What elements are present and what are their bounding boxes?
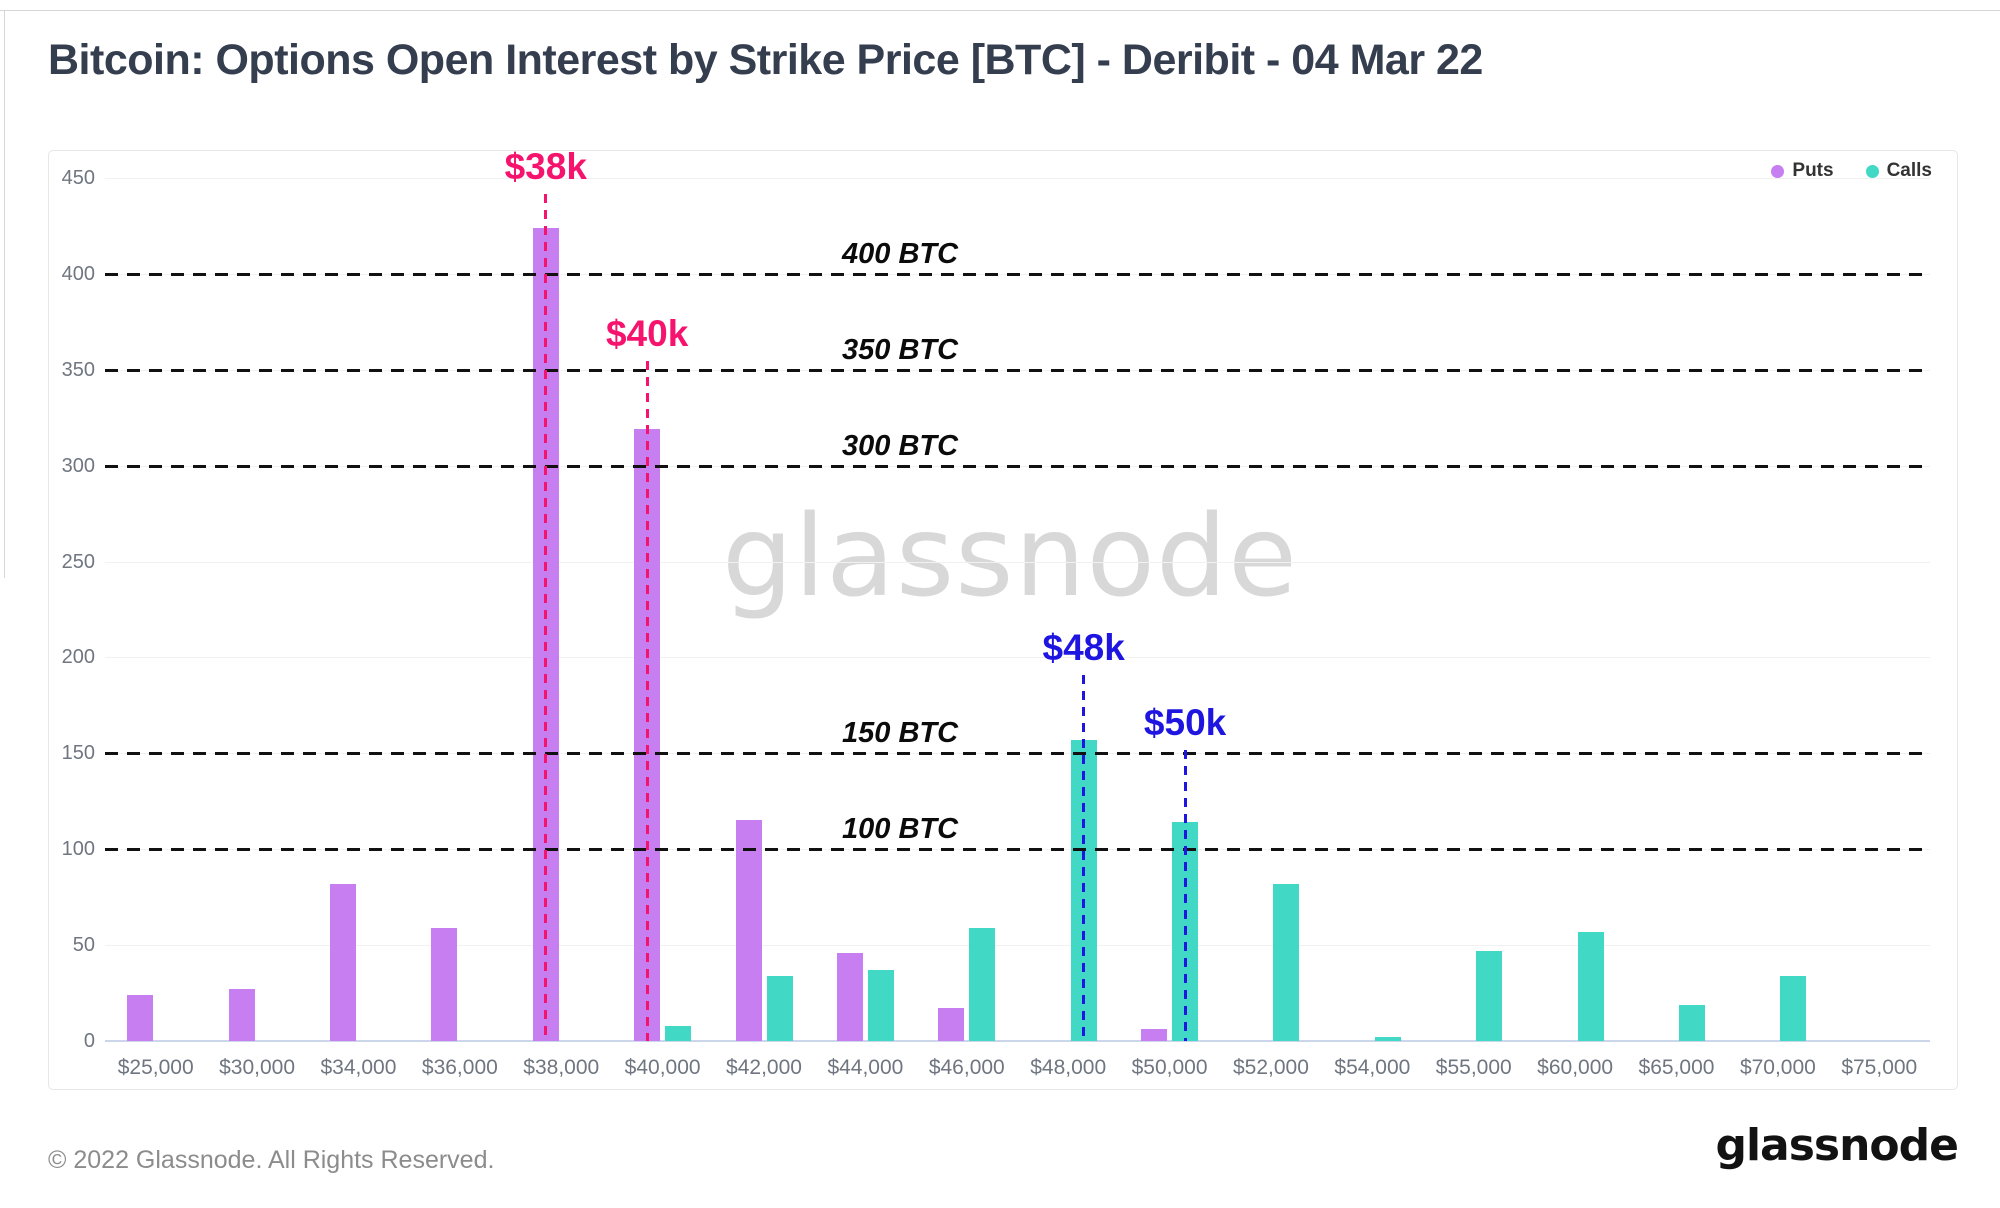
- x-tick-label: $50,000: [1131, 1056, 1208, 1079]
- put-bar-$44,000[interactable]: [836, 952, 863, 1041]
- y-tick-label: 450: [61, 167, 95, 189]
- x-tick-label: $36,000: [421, 1056, 498, 1079]
- legend-item-puts[interactable]: Puts: [1771, 160, 1834, 182]
- dashed-level-line-300: [105, 464, 1930, 468]
- dashed-level-line-400: [105, 272, 1930, 276]
- window-left-border: [4, 10, 5, 578]
- put-bar-$42,000[interactable]: [735, 820, 762, 1041]
- strike-annotation-line-38k: [544, 194, 548, 1041]
- dashed-level-line-100: [105, 848, 1930, 852]
- y-tick-label: 350: [61, 358, 95, 381]
- x-tick-label: $48,000: [1030, 1056, 1107, 1079]
- btc-level-label: 300 BTC: [842, 429, 959, 462]
- x-tick-label: $40,000: [624, 1056, 701, 1079]
- dashed-level-line-150: [105, 752, 1930, 756]
- y-gridline: [105, 178, 1930, 179]
- y-tick-label: 300: [61, 454, 95, 477]
- strike-annotation-label-40k: $40k: [605, 313, 689, 354]
- x-axis-line: [105, 1040, 1930, 1042]
- call-bar-$52,000[interactable]: [1273, 883, 1300, 1041]
- call-bar-$55,000[interactable]: [1476, 950, 1503, 1041]
- btc-level-label: 350 BTC: [842, 333, 959, 366]
- puts-legend-dot-icon: [1771, 164, 1785, 178]
- puts-legend-label: Puts: [1792, 160, 1834, 181]
- btc-level-label: 100 BTC: [842, 813, 959, 846]
- glassnode-logo: glassnode: [1715, 1120, 1959, 1171]
- x-tick-label: $65,000: [1638, 1056, 1715, 1079]
- call-bar-$46,000[interactable]: [969, 927, 996, 1041]
- strike-annotation-label-48k: $48k: [1042, 627, 1125, 668]
- x-tick-label: $30,000: [219, 1056, 296, 1079]
- y-tick-label: 400: [61, 262, 95, 285]
- put-bar-$36,000[interactable]: [431, 927, 458, 1041]
- footer-copyright: © 2022 Glassnode. All Rights Reserved.: [48, 1146, 495, 1174]
- x-tick-label: $42,000: [726, 1056, 802, 1079]
- calls-legend-label: Calls: [1886, 160, 1932, 181]
- y-tick-label: 0: [83, 1030, 95, 1052]
- strike-annotation-line-40k: [645, 361, 649, 1041]
- x-tick-label: $70,000: [1739, 1056, 1816, 1079]
- put-bar-$46,000[interactable]: [938, 1008, 965, 1041]
- call-bar-$40,000[interactable]: [665, 1025, 692, 1041]
- y-tick-label: 50: [72, 934, 95, 957]
- chart-card: [48, 150, 1958, 1090]
- x-tick-label: $44,000: [827, 1056, 904, 1079]
- glassnode-watermark: glassnode: [721, 492, 1299, 622]
- x-tick-label: $46,000: [928, 1056, 1005, 1079]
- call-bar-$54,000[interactable]: [1374, 1037, 1401, 1041]
- put-bar-$50,000[interactable]: [1141, 1029, 1168, 1041]
- call-bar-$42,000[interactable]: [766, 975, 793, 1041]
- strike-annotation-label-38k: $38k: [504, 146, 587, 187]
- call-bar-$70,000[interactable]: [1780, 975, 1807, 1041]
- put-bar-$34,000[interactable]: [329, 883, 356, 1041]
- dashed-level-line-350: [105, 368, 1930, 372]
- y-tick-label: 200: [61, 646, 95, 669]
- y-gridline: [105, 945, 1930, 947]
- put-bar-$25,000[interactable]: [127, 994, 154, 1041]
- chart-title: Bitcoin: Options Open Interest by Strike…: [48, 36, 1483, 84]
- y-gridline: [105, 657, 1930, 659]
- chart-legend: Puts Calls: [1771, 160, 1932, 182]
- y-tick-label: 150: [61, 742, 95, 765]
- btc-level-label: 150 BTC: [842, 717, 959, 750]
- x-tick-label: $75,000: [1841, 1056, 1918, 1079]
- legend-item-calls[interactable]: Calls: [1865, 160, 1932, 182]
- strike-annotation-label-50k: $50k: [1143, 702, 1227, 743]
- x-tick-label: $60,000: [1537, 1056, 1614, 1079]
- x-tick-label: $55,000: [1435, 1056, 1512, 1079]
- call-bar-$44,000[interactable]: [867, 970, 894, 1041]
- window-top-border: [0, 10, 2000, 11]
- strike-annotation-line-48k: [1082, 675, 1086, 1041]
- y-gridline: [105, 561, 1930, 563]
- x-tick-label: $25,000: [117, 1056, 194, 1079]
- call-bar-$60,000[interactable]: [1577, 931, 1604, 1041]
- x-tick-label: $38,000: [523, 1056, 600, 1079]
- y-tick-label: 250: [61, 550, 95, 573]
- calls-legend-dot-icon: [1865, 164, 1879, 178]
- strike-annotation-line-50k: [1183, 750, 1187, 1041]
- y-tick-label: 100: [61, 838, 95, 861]
- btc-level-label: 400 BTC: [842, 237, 959, 270]
- x-tick-label: $54,000: [1334, 1056, 1411, 1079]
- call-bar-$65,000[interactable]: [1679, 1004, 1706, 1041]
- x-tick-label: $52,000: [1233, 1056, 1309, 1079]
- put-bar-$30,000[interactable]: [228, 989, 255, 1041]
- x-tick-label: $34,000: [320, 1056, 397, 1079]
